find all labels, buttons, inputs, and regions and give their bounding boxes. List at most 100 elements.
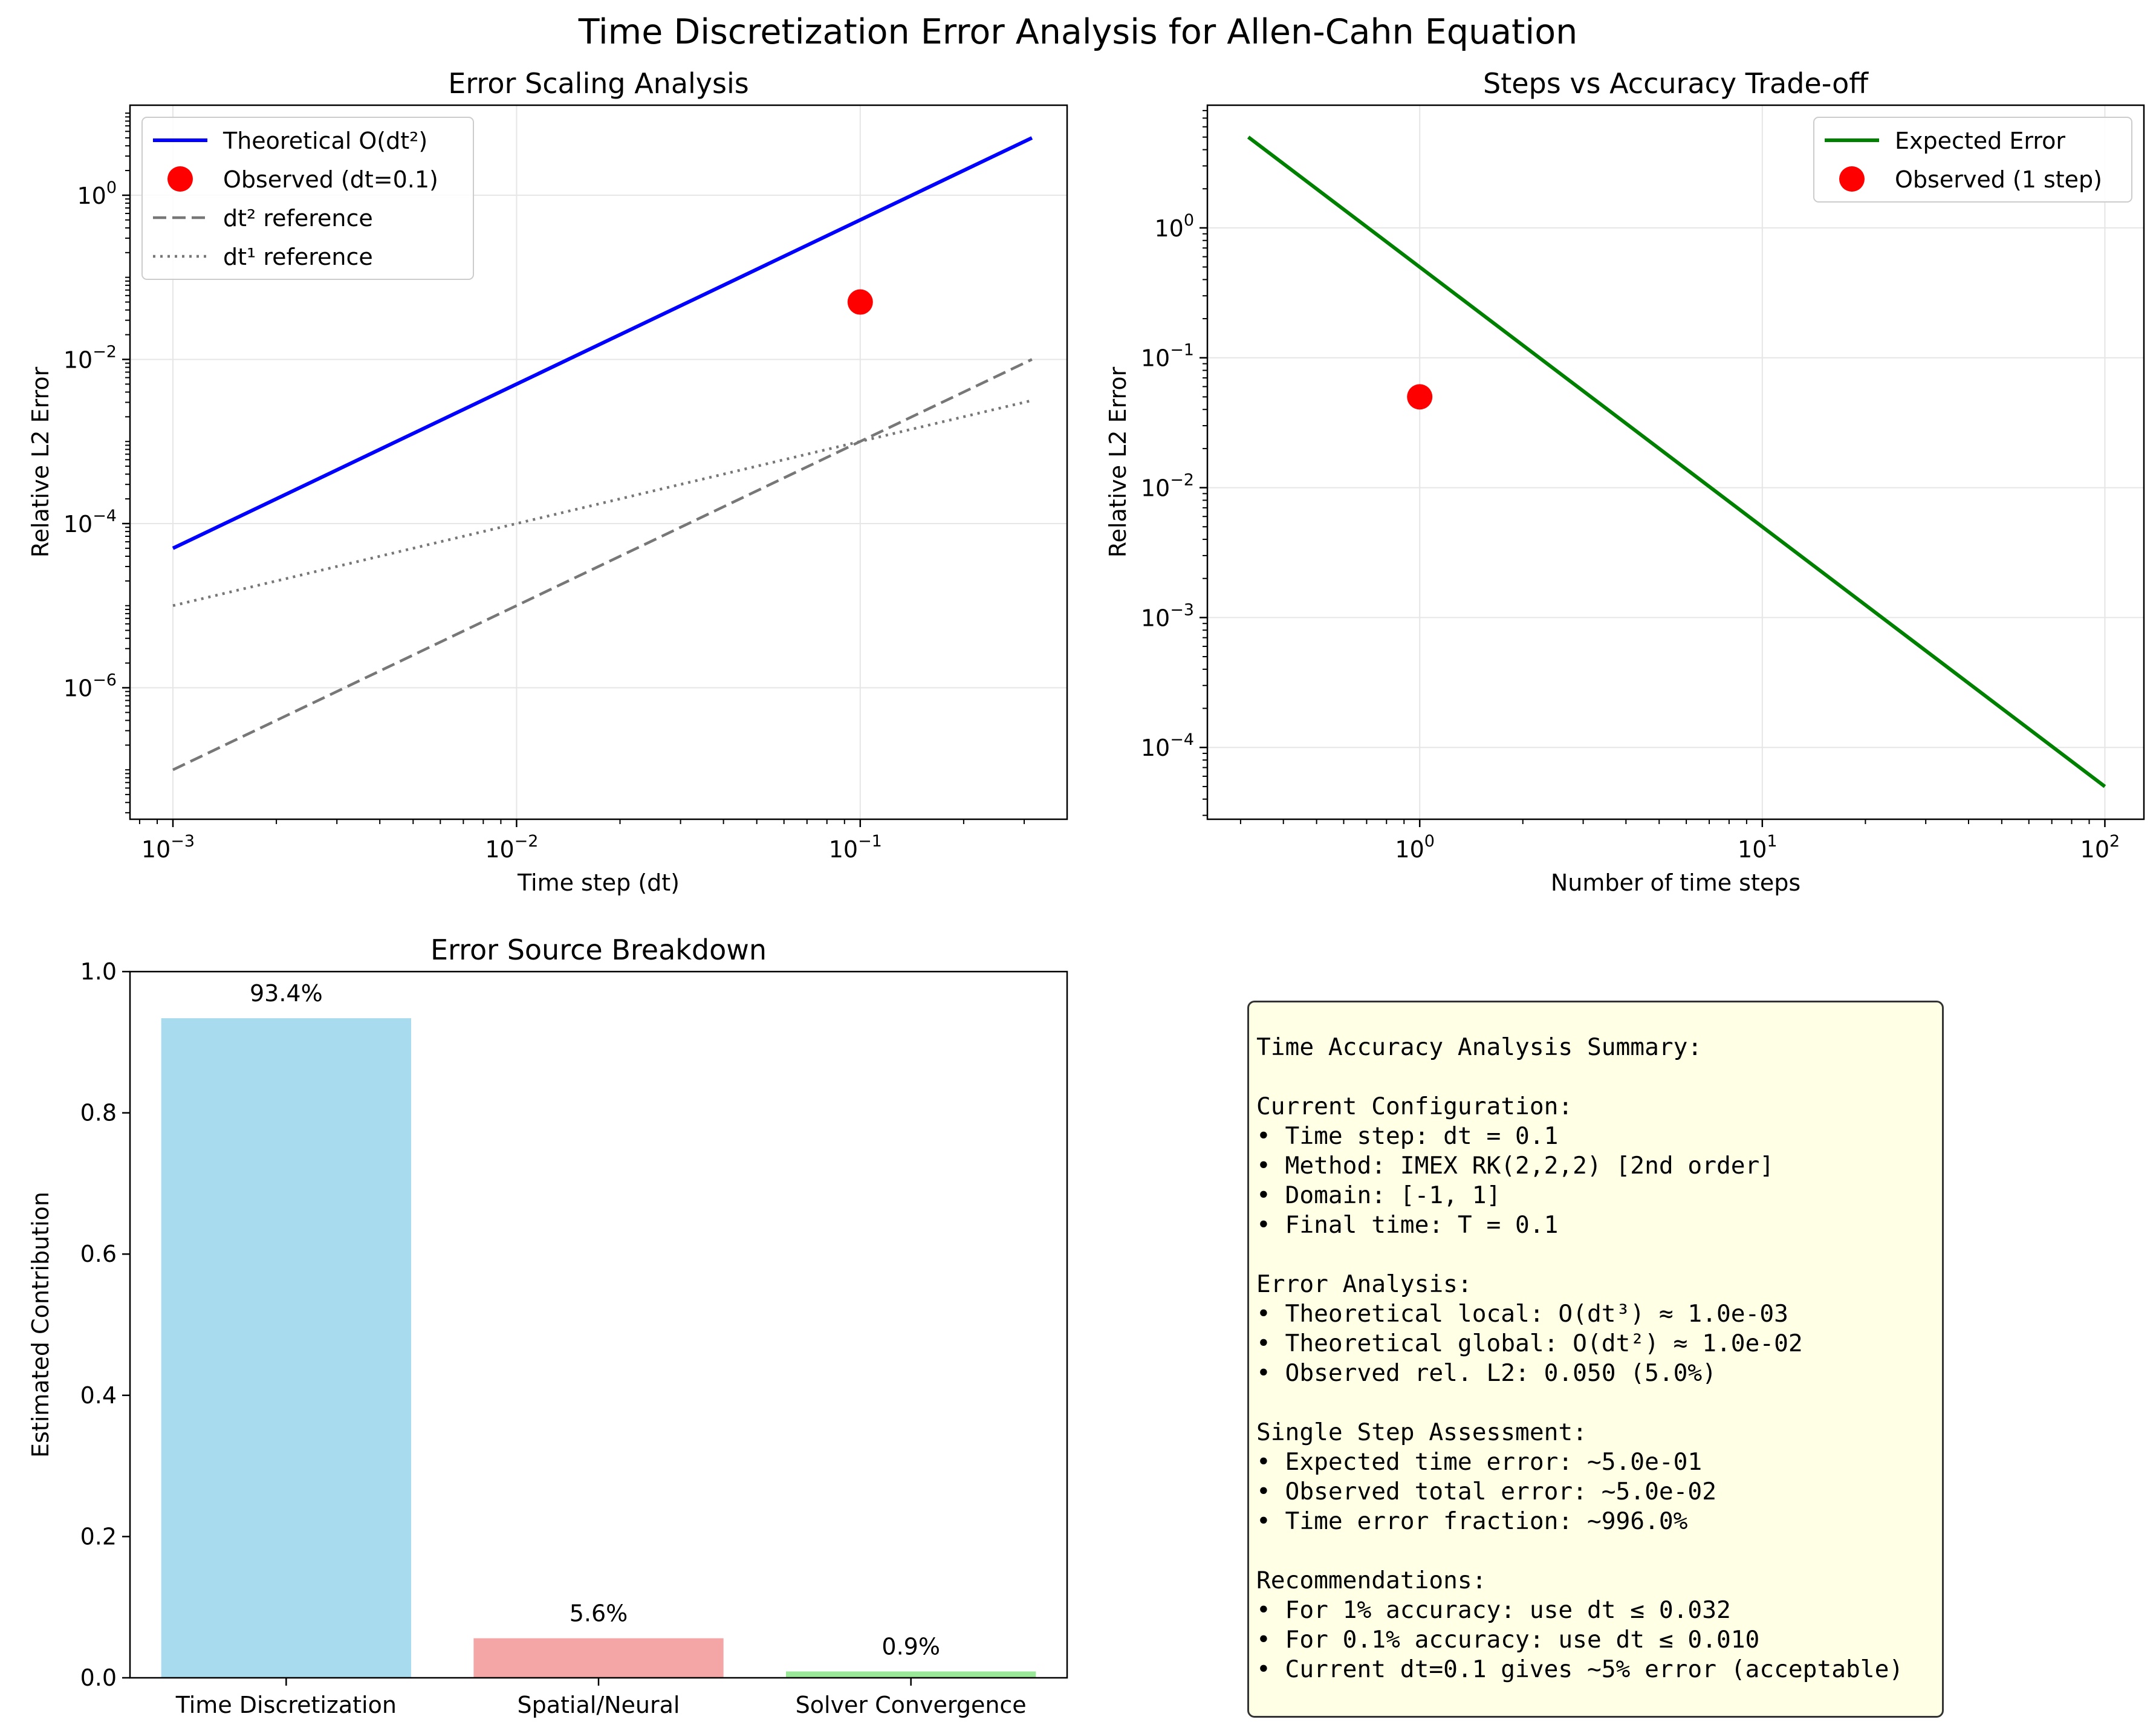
summary-line: Error Analysis: [1256, 1270, 1472, 1298]
observed-point [847, 289, 873, 315]
legend: Expected Error Observed (1 step) [1813, 117, 2132, 203]
summary-line: • Theoretical local: O(dt³) ≈ 1.0e-03 [1256, 1300, 1788, 1328]
legend-label: dt² reference [223, 205, 373, 232]
observed-point [1407, 384, 1433, 410]
x-tick-exponent: 1 [1767, 832, 1777, 851]
chart-title: Error Scaling Analysis [448, 67, 749, 100]
x-tick-exponent: 2 [2109, 832, 2120, 851]
axes-frame [1206, 104, 2145, 820]
summary-line: Single Step Assessment: [1256, 1418, 1587, 1446]
x-tick-label: 10−1 [829, 832, 882, 863]
legend-swatch-marker [167, 166, 193, 192]
x-axis-label: Time step (dt) [517, 869, 680, 896]
summary-line: Recommendations: [1256, 1567, 1487, 1594]
y-tick-label: 10−4 [63, 507, 117, 537]
summary-line: • For 0.1% accuracy: use dt ≤ 0.010 [1256, 1626, 1760, 1654]
summary-line: • Observed rel. L2: 0.050 (5.0%) [1256, 1359, 1716, 1387]
y-tick-label: 0.2 [80, 1523, 117, 1550]
bar-value-label: 5.6% [570, 1600, 628, 1627]
x-axis-label: Number of time steps [1551, 869, 1800, 896]
summary-line: • Current dt=0.1 gives ~5% error (accept… [1256, 1655, 1904, 1683]
summary-line: • Expected time error: ~5.0e-01 [1256, 1448, 1703, 1476]
series-line [172, 399, 1033, 607]
y-tick-label: 100 [1154, 211, 1194, 242]
summary-line: • Final time: T = 0.1 [1256, 1211, 1559, 1239]
legend: Theoretical O(dt²) Observed (dt=0.1) dt² r… [141, 117, 474, 280]
y-tick-label: 0.8 [80, 1100, 117, 1126]
legend-label: Expected Error [1895, 128, 2065, 154]
y-tick-label: 0.6 [80, 1241, 117, 1267]
y-tick-label: 10−3 [1141, 600, 1194, 631]
series-line [172, 136, 1033, 550]
legend-box [1813, 117, 2132, 203]
chart-title: Error Source Breakdown [430, 934, 767, 966]
y-tick-exponent: −3 [1170, 600, 1194, 619]
summary-blank-line [1256, 1388, 1942, 1418]
y-tick-label: 10−1 [1141, 341, 1194, 372]
legend-box [141, 117, 474, 280]
legend-label: Observed (dt=0.1) [223, 166, 438, 193]
legend-label: Observed (1 step) [1895, 166, 2102, 193]
y-tick-exponent: −6 [93, 671, 117, 689]
summary-blank-line [1256, 1240, 1942, 1270]
bar [161, 1018, 411, 1678]
summary-line: Time Accuracy Analysis Summary: [1256, 1033, 1703, 1061]
chart-title: Steps vs Accuracy Trade-off [1483, 67, 1869, 100]
x-tick-label: Spatial/Neural [518, 1692, 680, 1718]
legend-label: dt¹ reference [223, 244, 373, 270]
series-line [1247, 135, 2106, 788]
y-tick-label: 10−2 [63, 342, 117, 373]
y-tick-exponent: −2 [93, 342, 117, 361]
x-tick-label: 102 [2080, 832, 2120, 863]
x-tick-exponent: −1 [858, 832, 882, 851]
bar [473, 1638, 724, 1678]
summary-line: Current Configuration: [1256, 1093, 1573, 1120]
bar [786, 1671, 1036, 1678]
y-tick-exponent: 0 [1184, 211, 1194, 230]
x-tick-label: 10−3 [141, 832, 195, 863]
summary-blank-line [1256, 1536, 1942, 1566]
y-tick-exponent: 0 [106, 178, 117, 197]
y-tick-label: 0.0 [80, 1664, 117, 1691]
x-tick-exponent: −3 [170, 832, 195, 851]
x-tick-exponent: −2 [515, 832, 539, 851]
bar-value-label: 93.4% [250, 980, 323, 1007]
y-axis-label: Estimated Contribution [27, 1192, 54, 1458]
y-tick-label: 10−2 [1141, 471, 1194, 502]
legend-swatch-marker [1839, 166, 1865, 192]
x-tick-label: Time Discretization [175, 1692, 397, 1718]
bar-value-label: 0.9% [882, 1633, 940, 1660]
error-scaling-chart: 10−3 10−2 10−1 10−6 10−4 10−2 100 Error Scaling… [27, 67, 1068, 896]
legend-label: Theoretical O(dt²) [222, 128, 427, 154]
y-axis-label: Relative L2 Error [1105, 366, 1131, 557]
y-tick-label: 1.0 [80, 958, 117, 985]
series-line [172, 358, 1033, 771]
y-tick-exponent: −2 [1170, 471, 1194, 490]
y-tick-exponent: −4 [93, 507, 117, 525]
y-tick-label: 100 [77, 178, 117, 209]
y-tick-label: 0.4 [80, 1382, 117, 1409]
x-tick-label: 101 [1738, 832, 1778, 863]
x-tick-exponent: 0 [1424, 832, 1435, 851]
summary-line: • Observed total error: ~5.0e-02 [1256, 1478, 1716, 1505]
summary-blank-line [1256, 1062, 1942, 1092]
y-tick-exponent: −1 [1170, 341, 1194, 360]
summary-line: • For 1% accuracy: use dt ≤ 0.032 [1256, 1596, 1731, 1624]
summary-line: • Method: IMEX RK(2,2,2) [2nd order] [1256, 1152, 1774, 1180]
y-tick-label: 10−4 [1141, 730, 1194, 761]
y-tick-exponent: −4 [1170, 730, 1194, 749]
y-axis-label: Relative L2 Error [27, 366, 54, 557]
axes-frame [129, 970, 1068, 1679]
figure-title: Time Discretization Error Analysis for A… [578, 12, 1577, 52]
x-tick-label: 100 [1395, 832, 1435, 863]
x-tick-label: 10−2 [485, 832, 538, 863]
summary-line: • Time step: dt = 0.1 [1256, 1122, 1559, 1150]
x-tick-label: Solver Convergence [796, 1692, 1027, 1718]
error-source-breakdown-chart: 93.4% Time Discretization 5.6% Spatial/Neur… [27, 934, 1068, 1718]
summary-line: • Theoretical global: O(dt²) ≈ 1.0e-02 [1256, 1330, 1803, 1357]
y-tick-label: 10−6 [63, 671, 117, 701]
axes-frame [129, 104, 1068, 820]
summary-box: Time Accuracy Analysis Summary: Current C… [1247, 1001, 1944, 1718]
